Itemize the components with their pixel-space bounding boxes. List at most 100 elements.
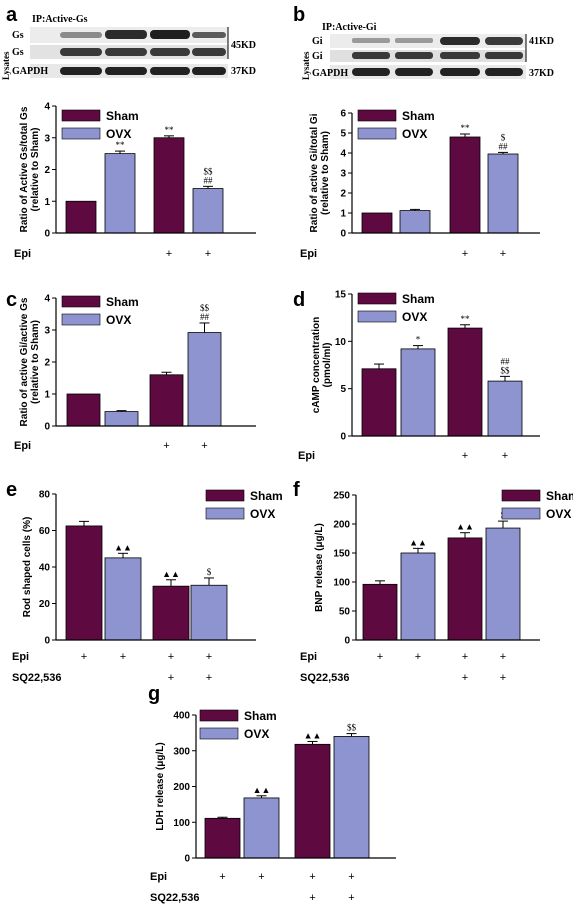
y-tick-label-e-4: 80: [39, 490, 51, 501]
y-axis-label-line-c-1: Ratio of active Gi/active Gs: [19, 297, 30, 426]
y-tick-label-a-3: 3: [44, 133, 50, 144]
legend-label-c-1: Sham: [106, 295, 139, 309]
legend-swatch-c-1: [61, 295, 101, 308]
y-tick-label-a-0: 0: [44, 229, 50, 240]
bar-f-4: [485, 527, 521, 641]
panel-letter-d: d: [293, 289, 305, 311]
legend-swatch-a-1: [61, 109, 101, 122]
y-tick-label-f-3: 150: [333, 549, 350, 560]
annotation-a-2-1: **: [116, 140, 126, 150]
annotation-c-4-1: $$: [200, 303, 210, 313]
blot-a-ip-label: IP:Active-Gs: [32, 14, 88, 25]
row-mark-e-1-3: +: [168, 651, 174, 663]
bar-c-4: [187, 332, 222, 427]
y-axis-label-line-d-1: cAMP concentration: [311, 317, 322, 414]
y-tick-label-e-0: 0: [44, 636, 50, 647]
y-tick-label-f-4: 200: [333, 520, 350, 531]
bar-f-3: [447, 537, 483, 641]
bar-a-2: [104, 153, 136, 234]
y-tick-label-b-3: 3: [340, 169, 346, 180]
y-tick-label-d-2: 10: [335, 337, 347, 348]
legend-swatch-d-2: [357, 310, 397, 323]
chart-g: ▲▲ ▲▲ $$ 0 100 200 300 400 LDH release (μg/L) Sha…: [150, 709, 396, 904]
row-mark-f-1-4: +: [500, 651, 506, 663]
legend-swatch-b-2: [357, 127, 397, 140]
y-axis-label-line-e-1: Rod shaped cells (%): [22, 517, 33, 618]
annotation-e-3-1: ▲▲: [162, 569, 180, 579]
bar-e-2: [104, 557, 142, 641]
row-mark-g-2-3: +: [309, 892, 315, 904]
row-label-a-1: Epi: [14, 248, 31, 260]
y-tick-label-g-4: 400: [173, 711, 190, 722]
row-mark-f-2-4: +: [500, 672, 506, 684]
y-axis-label-line-b-1: Ratio of active Gi/total Gi: [309, 113, 320, 232]
y-axis-label-line-c-2: (relative to Sham): [30, 320, 41, 404]
legend-label-d-2: OVX: [402, 310, 427, 324]
annotation-a-3-1: **: [165, 125, 175, 135]
chart-e: ▲▲ ▲▲ $0 20 40 60 80 Rod shaped cells (%) Sham OV…: [12, 489, 283, 684]
bar-b-1: [361, 212, 393, 234]
annotation-d-4-2: $$: [501, 365, 511, 375]
bar-c-1: [66, 393, 101, 427]
annotation-g-4-1: $$: [347, 723, 357, 733]
annotation-b-3-1: **: [461, 123, 471, 133]
bar-g-1: [204, 817, 241, 859]
y-axis-label-line-a-1: Ratio of Active Gs/total Gs: [19, 106, 30, 232]
western-blot-a: IP:Active-Gs Gs Gs GAPDH Lysates 45KD 37…: [1, 14, 256, 80]
blot-b-row-label-1: Gi: [312, 36, 323, 47]
blot-b-kd-label-2: 37KD: [529, 68, 554, 79]
bar-d-1: [361, 368, 397, 437]
bar-f-1: [362, 583, 398, 641]
legend-label-f-2: OVX: [546, 507, 571, 521]
bar-d-4: [487, 380, 523, 437]
y-tick-label-b-2: 2: [340, 189, 346, 200]
y-tick-label-f-1: 50: [339, 607, 351, 618]
y-tick-label-e-3: 60: [39, 526, 51, 537]
legend-swatch-d-1: [357, 292, 397, 305]
annotation-b-4-1: $: [501, 132, 506, 142]
row-mark-e-1-4: +: [206, 651, 212, 663]
y-axis-label-line-a-2: (relative to Sham): [30, 128, 41, 212]
y-axis-label-line-f-1: BNP release (μg/L): [314, 523, 325, 612]
bar-g-4: [333, 736, 370, 859]
western-blot-b: IP:Active-Gi Gi Gi GAPDH Lysates 41KD 37…: [301, 22, 554, 80]
legend-label-f-1: Sham: [546, 489, 573, 503]
row-label-f-2: SQ22,536: [300, 672, 350, 684]
y-tick-label-b-0: 0: [340, 229, 346, 240]
annotation-g-2-1: ▲▲: [253, 785, 271, 795]
bar-a-4: [192, 188, 224, 234]
blot-a-row-label-3: GAPDH: [12, 66, 48, 77]
y-tick-label-g-3: 300: [173, 746, 190, 757]
legend-swatch-f-2: [501, 507, 541, 520]
annotation-f-3-1: ▲▲: [456, 522, 474, 532]
y-axis-label-c: Ratio of active Gi/active Gs(relative to…: [19, 297, 41, 426]
row-mark-g-1-2: +: [258, 871, 264, 883]
row-label-g-2: SQ22,536: [150, 892, 200, 904]
blot-a-bands: [60, 30, 226, 75]
annotation-a-4-1: $$: [204, 166, 214, 176]
blot-b-bands: [352, 37, 523, 76]
legend-label-g-1: Sham: [244, 709, 277, 723]
bar-d-2: [400, 348, 436, 437]
y-tick-label-a-1: 1: [44, 197, 50, 208]
row-mark-f-1-2: +: [415, 651, 421, 663]
annotation-b-4-2: ##: [499, 141, 509, 151]
annotation-d-3-1: **: [461, 314, 471, 324]
panel-letter-e: e: [6, 479, 17, 501]
bar-c-3: [149, 374, 184, 427]
row-mark-e-2-3: +: [168, 672, 174, 684]
row-mark-f-1-1: +: [377, 651, 383, 663]
y-tick-label-b-1: 1: [340, 209, 346, 220]
bar-g-3: [294, 743, 331, 859]
y-tick-label-c-2: 2: [44, 358, 50, 369]
panel-letter-b: b: [293, 4, 305, 26]
blot-b-row-label-2: Gi: [312, 51, 323, 62]
legend-swatch-e-2: [205, 507, 245, 520]
row-mark-g-1-3: +: [309, 871, 315, 883]
legend-label-d-1: Sham: [402, 292, 435, 306]
row-mark-g-1-4: +: [348, 871, 354, 883]
row-label-f-1: Epi: [300, 651, 317, 663]
bar-c-2: [104, 411, 139, 427]
